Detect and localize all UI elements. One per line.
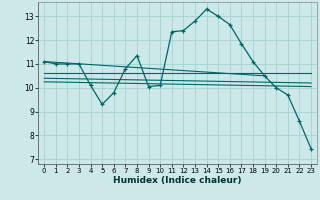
X-axis label: Humidex (Indice chaleur): Humidex (Indice chaleur)	[113, 176, 242, 185]
